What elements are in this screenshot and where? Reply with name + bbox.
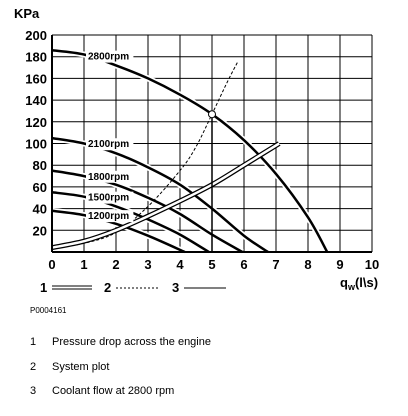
curve-label-background — [86, 210, 134, 223]
y-tick-label: 80 — [33, 158, 47, 173]
note-number: 2 — [30, 361, 37, 373]
y-tick-label: 100 — [25, 137, 47, 152]
x-tick-label: 1 — [80, 257, 87, 272]
operating-point-marker — [208, 110, 216, 119]
x-tick-label: 6 — [240, 257, 247, 272]
x-tick-label: 10 — [365, 257, 379, 272]
note-item: 1 Pressure drop across the engine — [30, 336, 211, 348]
y-tick-label: 160 — [25, 71, 47, 86]
curve-label-background — [86, 191, 134, 204]
legend: 1 2 3 — [40, 280, 226, 295]
curve-label-1500rpm: 1500rpm — [88, 193, 129, 204]
y-tick-label: 180 — [25, 50, 47, 65]
series-line-1200rpm — [51, 209, 186, 254]
x-tick-label: 9 — [336, 257, 343, 272]
x-axis-label-sub: w — [347, 282, 356, 292]
y-tick-label: 200 — [25, 28, 47, 43]
legend-number-2: 2 — [104, 280, 111, 295]
curve-label-background — [86, 170, 134, 183]
y-unit-label: KPa — [14, 6, 40, 21]
axes — [51, 35, 372, 253]
x-tick-label: 5 — [208, 257, 215, 272]
curve-label-1200rpm: 1200rpm — [88, 211, 129, 222]
curve-label-background — [86, 50, 134, 63]
y-tick-label: 40 — [33, 202, 47, 217]
curve-label-2800rpm: 2800rpm — [88, 52, 129, 63]
curve-label-2100rpm: 2100rpm — [88, 139, 129, 150]
note-item: 3 Coolant flow at 2800 rpm — [30, 385, 174, 397]
y-tick-label: 20 — [33, 223, 47, 238]
x-tick-label: 0 — [48, 257, 55, 272]
note-text: Pressure drop across the engine — [52, 336, 211, 348]
note-text: Coolant flow at 2800 rpm — [52, 385, 175, 397]
note-number: 3 — [30, 385, 37, 397]
note-number: 1 — [30, 336, 37, 348]
x-axis-label-units: (l\s) — [355, 275, 378, 290]
curve-label-1800rpm: 1800rpm — [88, 172, 129, 183]
curve-label-background — [86, 138, 134, 151]
x-tick-label: 3 — [144, 257, 151, 272]
note-text: System plot — [52, 361, 110, 373]
note-item: 2 System plot — [30, 361, 109, 373]
x-tick-label: 2 — [112, 257, 119, 272]
dashed-curve — [51, 61, 239, 249]
x-tick-label: 8 — [304, 257, 311, 272]
y-tick-label: 120 — [25, 115, 47, 130]
y-tick-label: 60 — [33, 180, 47, 195]
figure-id: P0004161 — [30, 306, 67, 315]
system-plot-inner — [51, 142, 280, 249]
x-tick-label: 4 — [176, 257, 184, 272]
tick-labels: 0 1 2 3 4 5 6 7 8 9 10 20 40 60 80 100 120 140 160 180 200 — [25, 28, 379, 272]
x-axis-label: qw(l\s) — [340, 275, 378, 292]
y-tick-label: 140 — [25, 93, 47, 108]
curve-labels: 2800rpm 2100rpm 1800rpm 1500rpm 1200rpm — [86, 50, 134, 223]
x-axis-label-main: q — [340, 275, 348, 290]
legend-number-1: 1 — [40, 280, 47, 295]
x-tick-label: 7 — [272, 257, 279, 272]
legend-number-3: 3 — [172, 280, 179, 295]
